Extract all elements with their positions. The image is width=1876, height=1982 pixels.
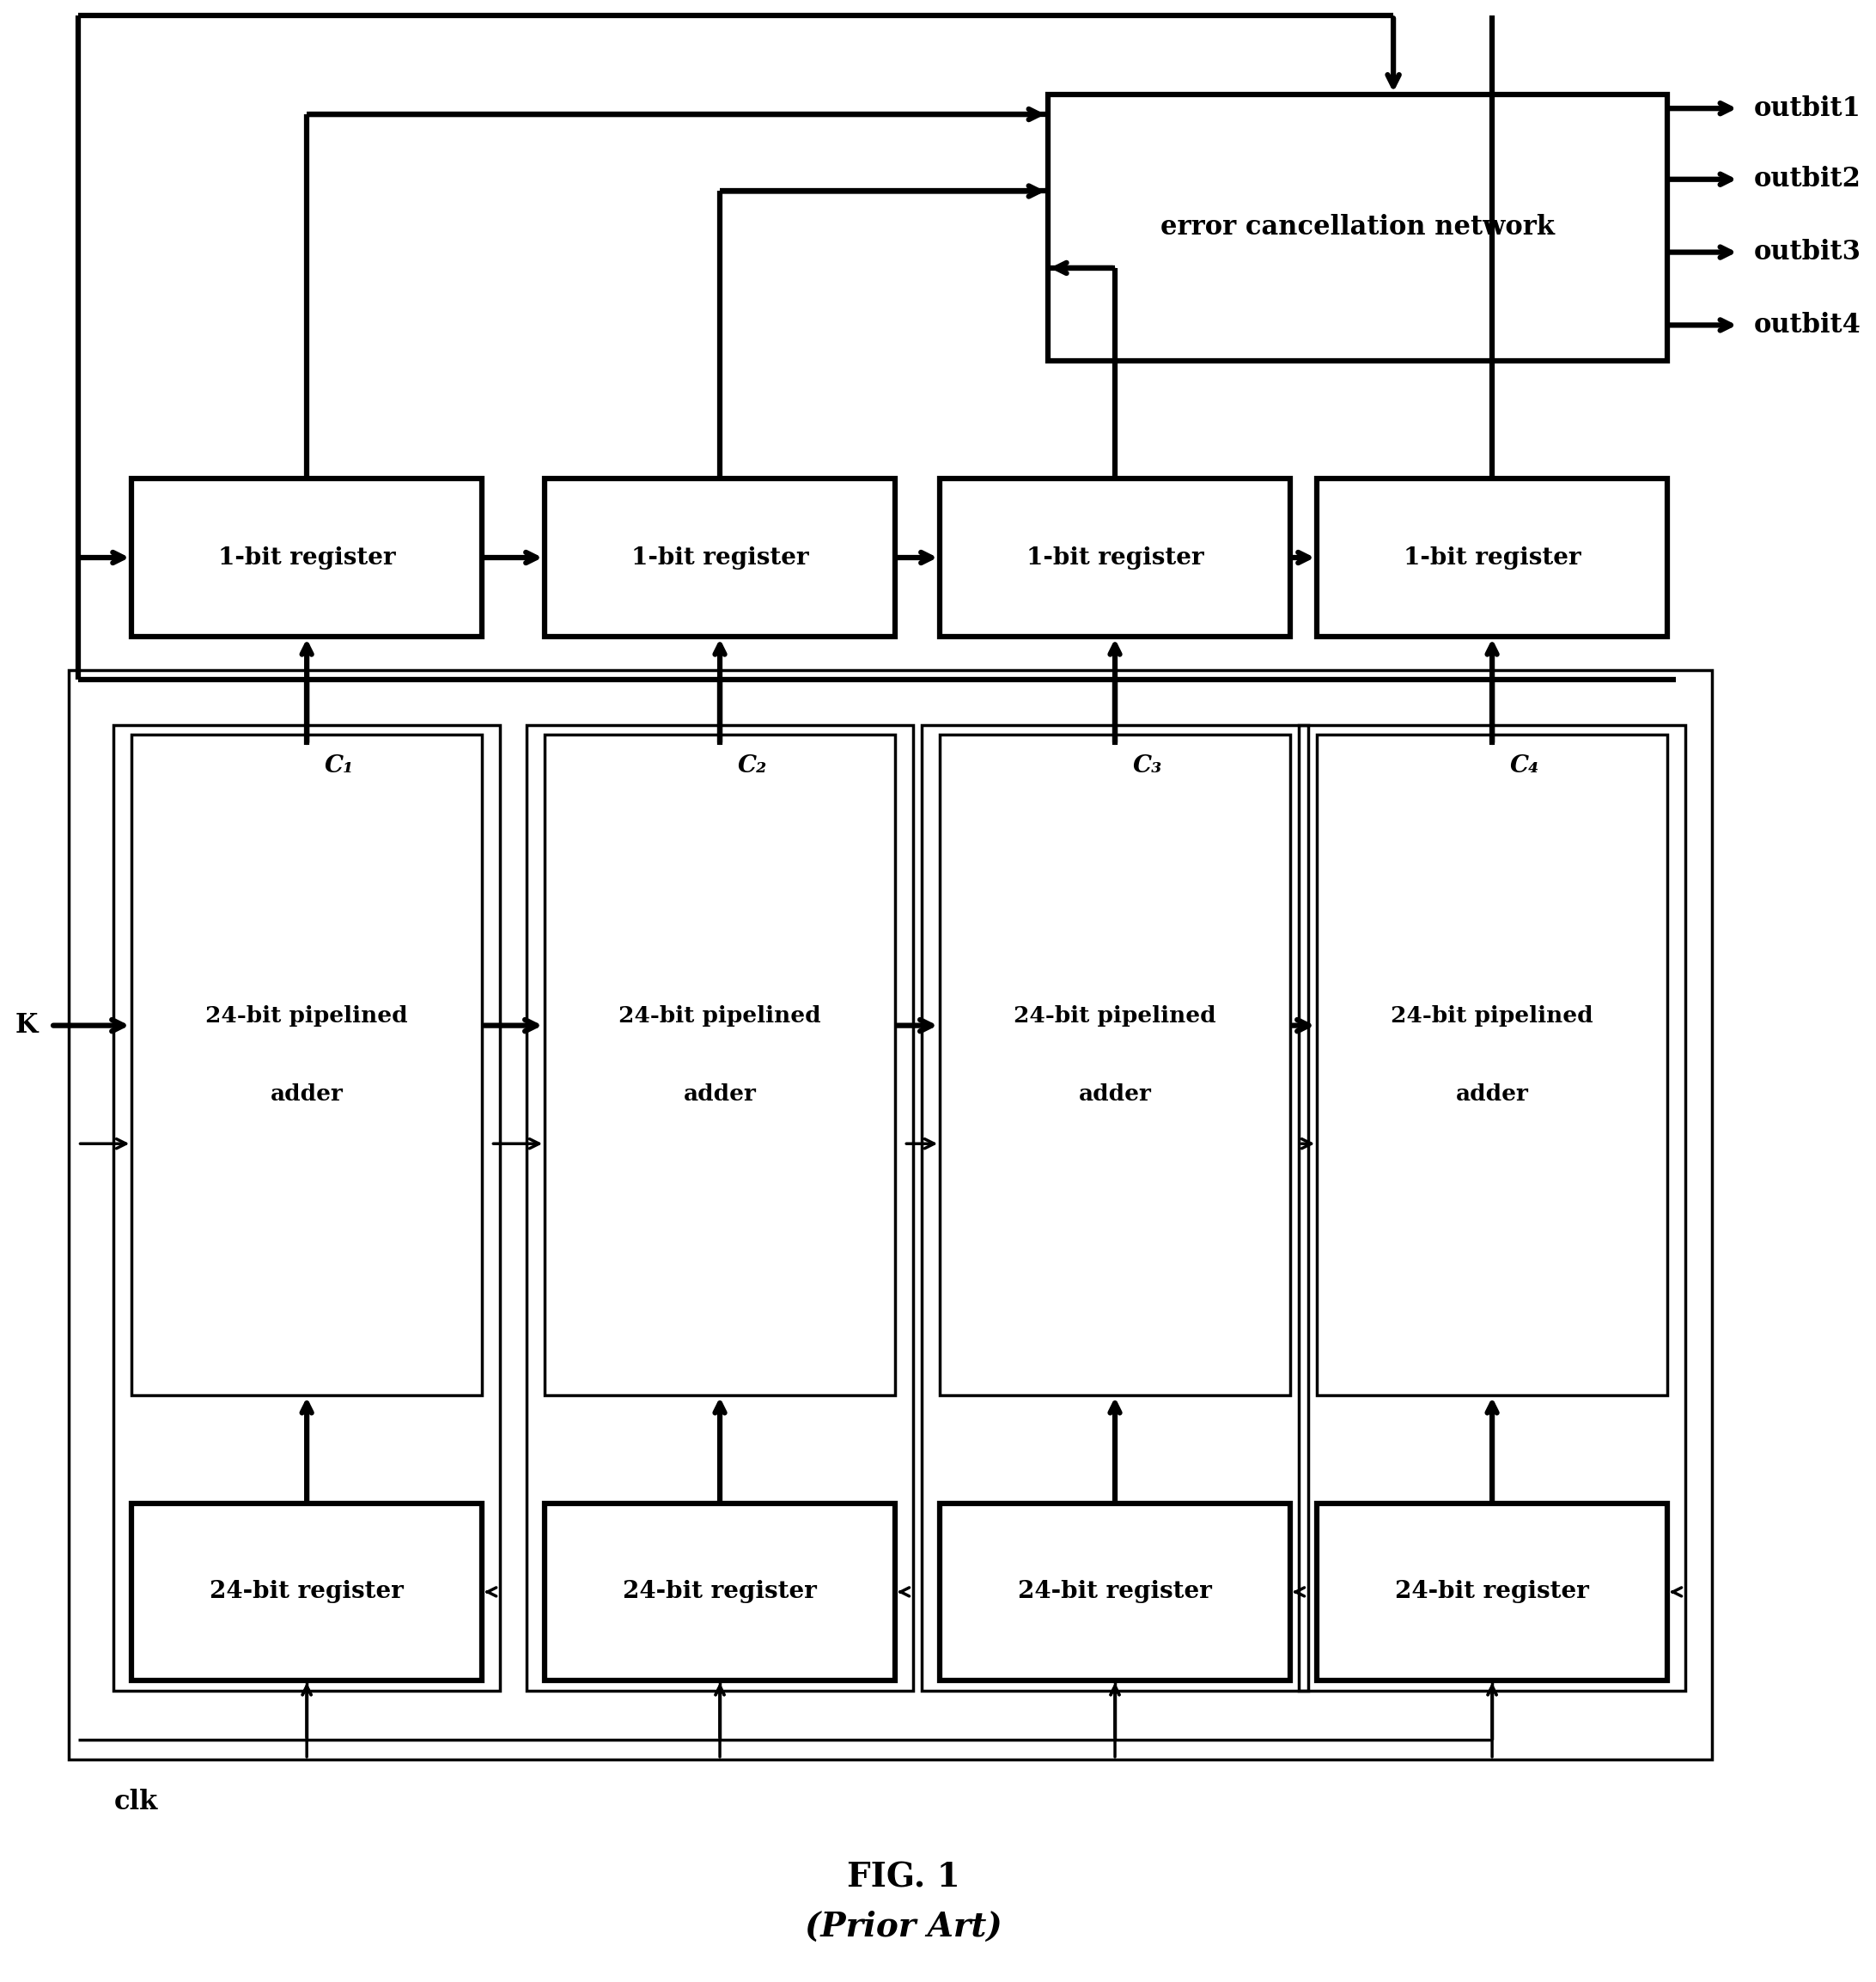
Bar xyxy=(544,480,895,636)
Text: outbit1: outbit1 xyxy=(1754,95,1861,121)
Text: C₄: C₄ xyxy=(1510,755,1540,777)
Text: outbit4: outbit4 xyxy=(1754,311,1861,339)
Text: K: K xyxy=(15,1013,38,1039)
Text: adder: adder xyxy=(1456,1084,1529,1106)
Text: 1-bit register: 1-bit register xyxy=(630,545,809,569)
Bar xyxy=(131,735,482,1395)
Text: 24-bit register: 24-bit register xyxy=(1019,1580,1212,1603)
Text: 24-bit register: 24-bit register xyxy=(623,1580,816,1603)
Bar xyxy=(1047,95,1668,361)
Text: outbit3: outbit3 xyxy=(1754,240,1861,266)
Text: C₃: C₃ xyxy=(1133,755,1163,777)
Text: 1-bit register: 1-bit register xyxy=(1026,545,1204,569)
Bar xyxy=(940,480,1291,636)
Text: C₁: C₁ xyxy=(325,755,355,777)
Bar xyxy=(131,1502,482,1681)
Bar xyxy=(114,725,499,1691)
Text: C₂: C₂ xyxy=(737,755,767,777)
Bar xyxy=(940,1502,1291,1681)
Text: adder: adder xyxy=(1079,1084,1152,1106)
Bar xyxy=(1317,1502,1668,1681)
Bar xyxy=(527,725,914,1691)
Bar xyxy=(940,735,1291,1395)
Text: 24-bit pipelined: 24-bit pipelined xyxy=(619,1005,822,1027)
Text: 1-bit register: 1-bit register xyxy=(1403,545,1581,569)
Bar xyxy=(544,735,895,1395)
Bar xyxy=(1298,725,1685,1691)
Text: error cancellation network: error cancellation network xyxy=(1159,214,1555,242)
Bar xyxy=(69,670,1713,1760)
Text: 1-bit register: 1-bit register xyxy=(218,545,396,569)
Text: 24-bit register: 24-bit register xyxy=(210,1580,403,1603)
Text: FIG. 1: FIG. 1 xyxy=(848,1861,961,1895)
Bar xyxy=(1317,480,1668,636)
Bar xyxy=(1317,735,1668,1395)
Text: 24-bit pipelined: 24-bit pipelined xyxy=(1013,1005,1216,1027)
Bar xyxy=(131,480,482,636)
Text: 24-bit pipelined: 24-bit pipelined xyxy=(206,1005,407,1027)
Text: 24-bit pipelined: 24-bit pipelined xyxy=(1390,1005,1593,1027)
Bar xyxy=(921,725,1308,1691)
Text: clk: clk xyxy=(114,1790,158,1816)
Text: (Prior Art): (Prior Art) xyxy=(805,1911,1002,1942)
Bar xyxy=(544,1502,895,1681)
Text: 24-bit register: 24-bit register xyxy=(1396,1580,1589,1603)
Text: outbit2: outbit2 xyxy=(1754,166,1861,192)
Text: adder: adder xyxy=(270,1084,343,1106)
Text: adder: adder xyxy=(683,1084,756,1106)
